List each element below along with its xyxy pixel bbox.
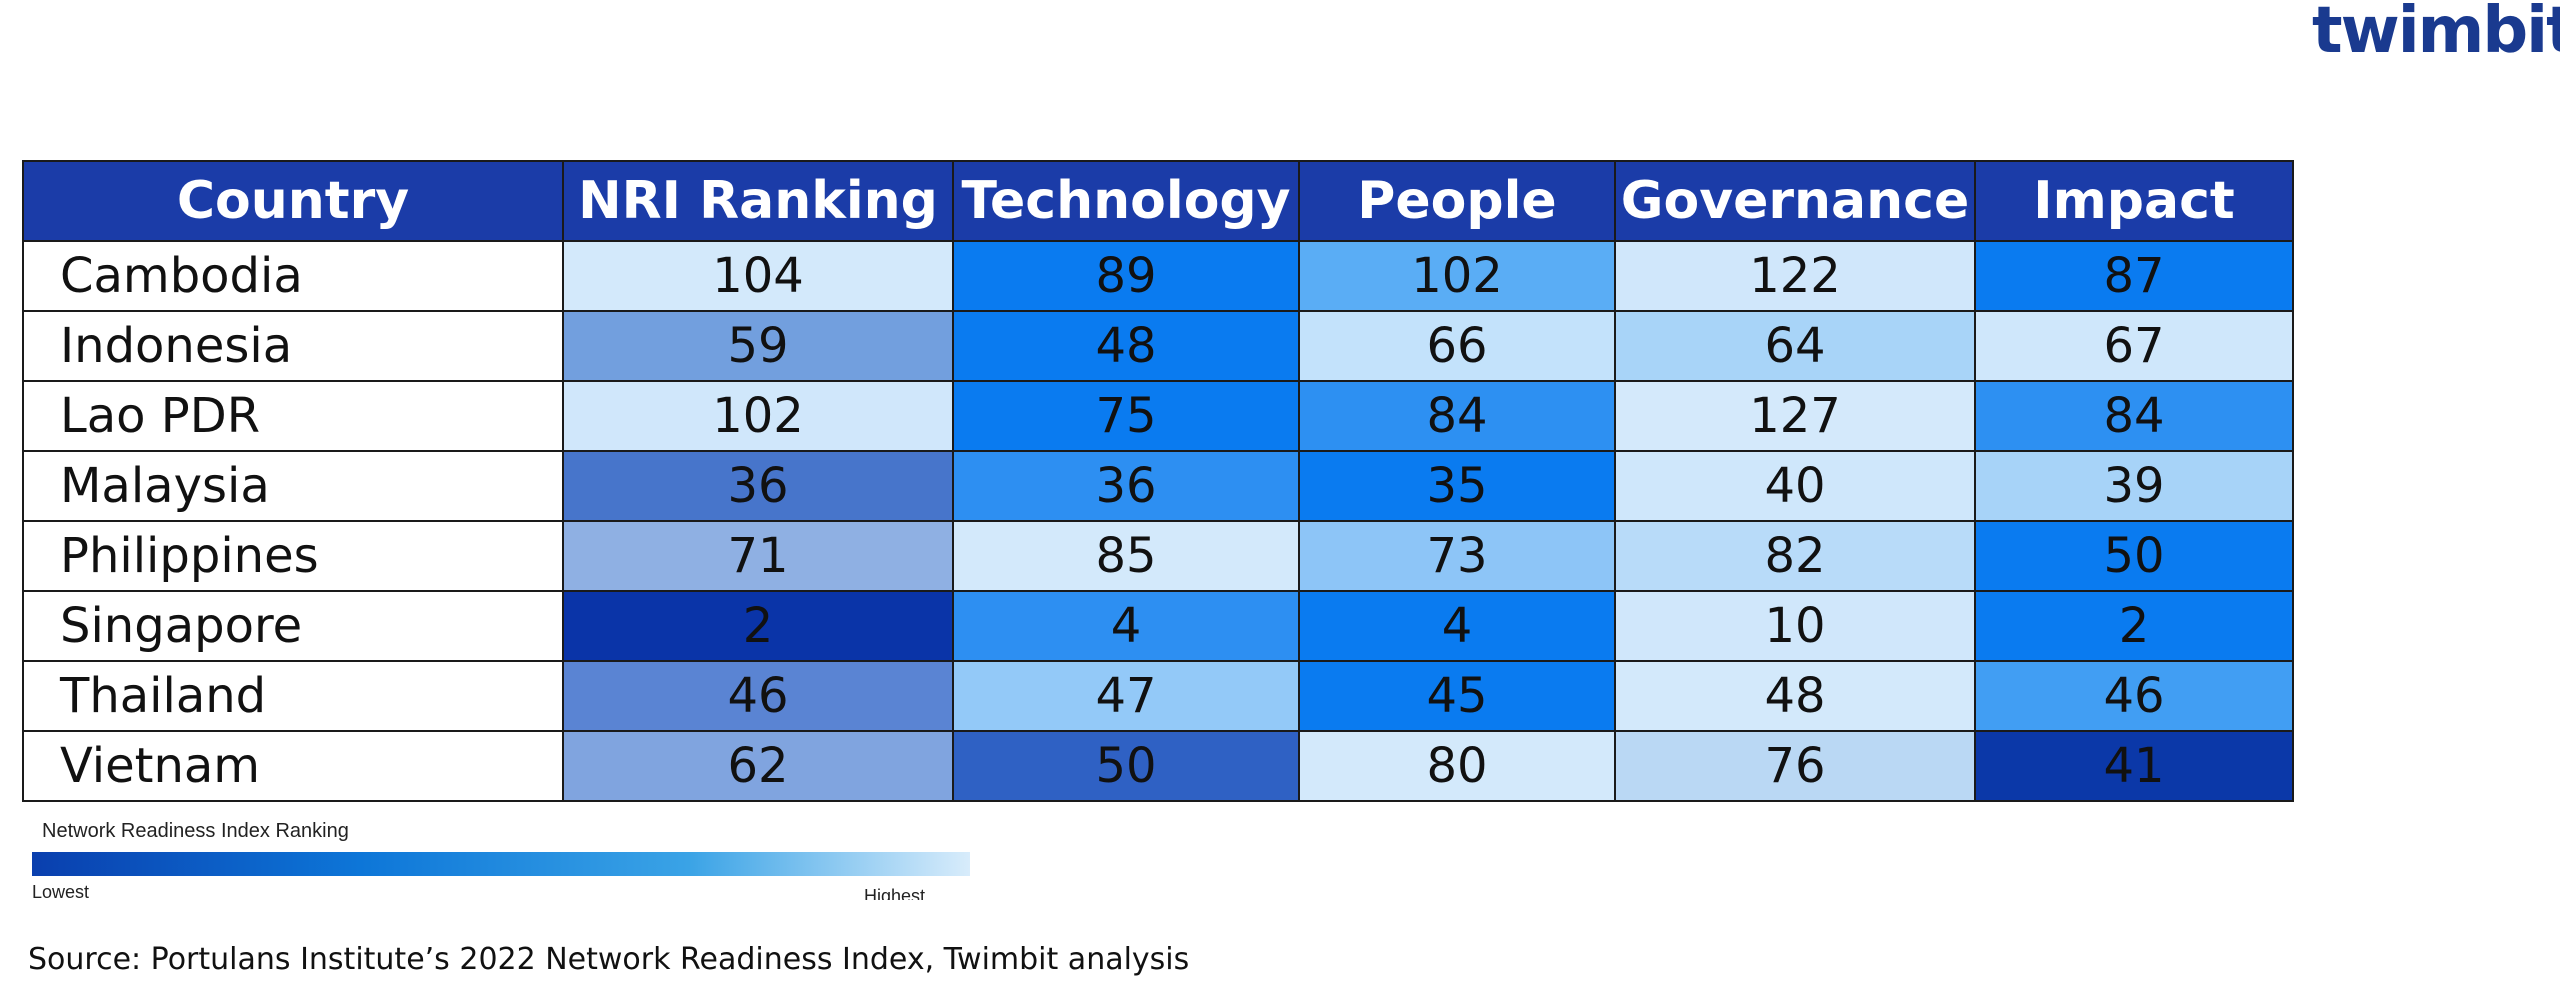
- logo-text: twimbit: [2312, 0, 2560, 68]
- country-cell: Vietnam: [22, 730, 564, 802]
- governance-cell: 64: [1614, 310, 1976, 382]
- people-cell: 45: [1298, 660, 1616, 732]
- technology-cell: 47: [952, 660, 1300, 732]
- people-cell: 35: [1298, 450, 1616, 522]
- column-header-impact: Impact: [1974, 160, 2294, 242]
- column-header-technology: Technology: [952, 160, 1300, 242]
- governance-cell: 76: [1614, 730, 1976, 802]
- people-cell: 4: [1298, 590, 1616, 662]
- country-cell: Philippines: [22, 520, 564, 592]
- table-body: Cambodia 104 89 102 122 87 Indonesia 59 48 66 64 67…: [22, 240, 2294, 802]
- governance-cell: 82: [1614, 520, 1976, 592]
- technology-cell: 48: [952, 310, 1300, 382]
- impact-cell: 41: [1974, 730, 2294, 802]
- column-header-country: Country: [22, 160, 564, 242]
- legend-title: Network Readiness Index Ranking: [42, 820, 349, 842]
- governance-cell: 10: [1614, 590, 1976, 662]
- impact-cell: 46: [1974, 660, 2294, 732]
- nri-ranking-cell: 2: [562, 590, 954, 662]
- governance-cell: 127: [1614, 380, 1976, 452]
- nri-ranking-cell: 62: [562, 730, 954, 802]
- technology-cell: 89: [952, 240, 1300, 312]
- nri-ranking-cell: 71: [562, 520, 954, 592]
- legend-low-label: Lowest: [32, 882, 90, 902]
- people-cell: 84: [1298, 380, 1616, 452]
- people-cell: 66: [1298, 310, 1616, 382]
- technology-cell: 85: [952, 520, 1300, 592]
- technology-cell: 50: [952, 730, 1300, 802]
- table-row: Cambodia 104 89 102 122 87: [22, 240, 2294, 312]
- people-cell: 73: [1298, 520, 1616, 592]
- column-header-governance: Governance: [1614, 160, 1976, 242]
- people-cell: 80: [1298, 730, 1616, 802]
- table-row: Thailand 46 47 45 48 46: [22, 660, 2294, 732]
- country-cell: Malaysia: [22, 450, 564, 522]
- impact-cell: 39: [1974, 450, 2294, 522]
- table-row: Malaysia 36 36 35 40 39: [22, 450, 2294, 522]
- governance-cell: 40: [1614, 450, 1976, 522]
- table-row: Philippines 71 85 73 82 50: [22, 520, 2294, 592]
- column-header-nri-ranking: NRI Ranking: [562, 160, 954, 242]
- technology-cell: 36: [952, 450, 1300, 522]
- legend-high-label: Highest: [864, 886, 926, 900]
- people-cell: 102: [1298, 240, 1616, 312]
- table-header-row: Country NRI Ranking Technology People Go…: [22, 160, 2294, 242]
- table-row: Vietnam 62 50 80 76 41: [22, 730, 2294, 802]
- country-cell: Indonesia: [22, 310, 564, 382]
- table-row: Lao PDR 102 75 84 127 84: [22, 380, 2294, 452]
- nri-ranking-cell: 46: [562, 660, 954, 732]
- nri-ranking-cell: 102: [562, 380, 954, 452]
- country-cell: Lao PDR: [22, 380, 564, 452]
- impact-cell: 84: [1974, 380, 2294, 452]
- impact-cell: 87: [1974, 240, 2294, 312]
- table-row: Indonesia 59 48 66 64 67: [22, 310, 2294, 382]
- table-row: Singapore 2 4 4 10 2: [22, 590, 2294, 662]
- nri-ranking-cell: 36: [562, 450, 954, 522]
- column-header-people: People: [1298, 160, 1616, 242]
- governance-cell: 122: [1614, 240, 1976, 312]
- country-cell: Singapore: [22, 590, 564, 662]
- twimbit-logo: twimbit: [2312, 0, 2560, 70]
- legend-gradient-bar: [32, 852, 970, 876]
- country-cell: Thailand: [22, 660, 564, 732]
- nri-ranking-cell: 59: [562, 310, 954, 382]
- impact-cell: 67: [1974, 310, 2294, 382]
- technology-cell: 4: [952, 590, 1300, 662]
- nri-ranking-table: Country NRI Ranking Technology People Go…: [22, 160, 2294, 802]
- source-note: Source: Portulans Institute’s 2022 Netwo…: [28, 942, 1190, 977]
- nri-ranking-cell: 104: [562, 240, 954, 312]
- governance-cell: 48: [1614, 660, 1976, 732]
- technology-cell: 75: [952, 380, 1300, 452]
- impact-cell: 2: [1974, 590, 2294, 662]
- impact-cell: 50: [1974, 520, 2294, 592]
- country-cell: Cambodia: [22, 240, 564, 312]
